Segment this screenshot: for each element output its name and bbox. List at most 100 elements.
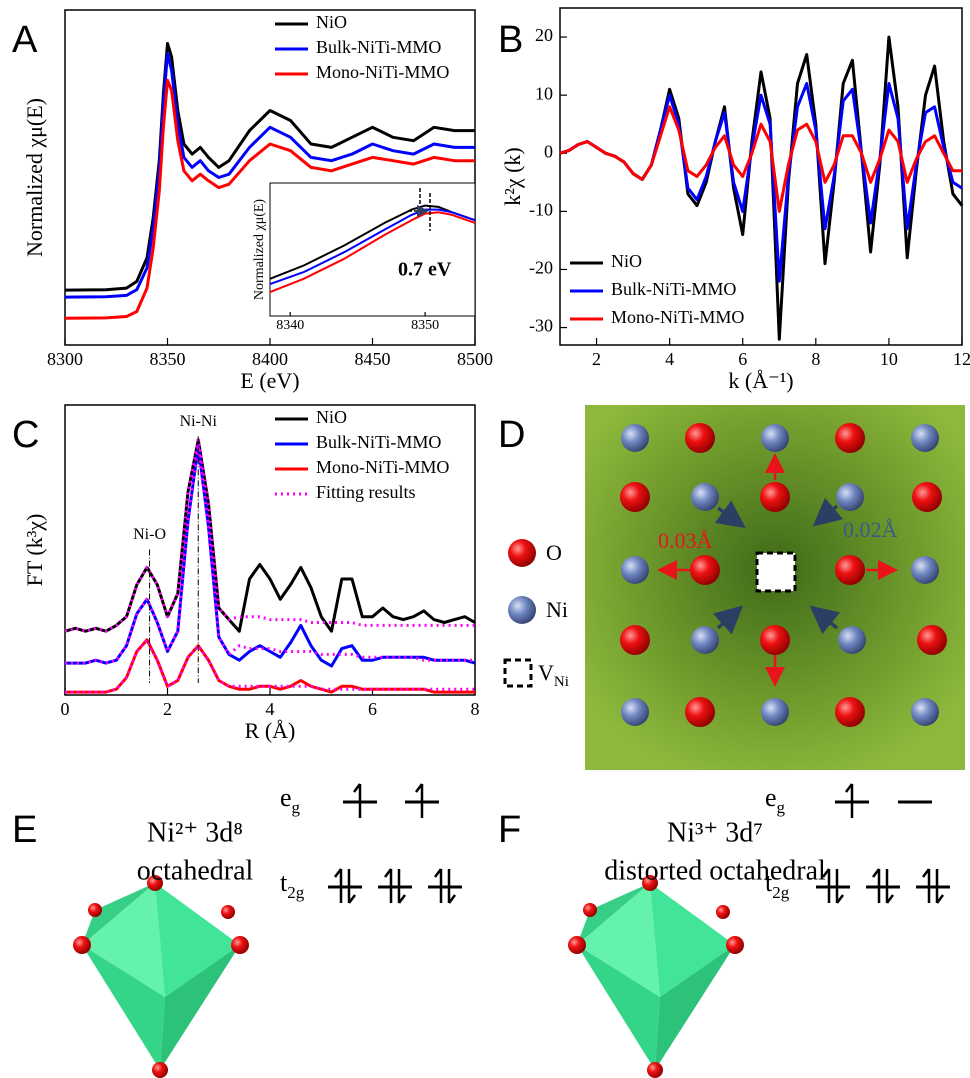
orbital-slot: [328, 868, 362, 904]
spin-up: [434, 868, 443, 903]
displacement-label: 0.03Å: [658, 528, 713, 553]
peak-label: Ni-O: [133, 526, 166, 543]
oxygen-atom: [760, 482, 790, 512]
spin-up: [922, 868, 931, 903]
x-tick-label: 8400: [252, 349, 288, 369]
legend-subscript: Ni: [554, 674, 569, 690]
octahedron: [73, 875, 249, 1078]
legend-vacancy: [503, 658, 533, 688]
shift-arrow: [408, 188, 430, 231]
x-axis-title: R (Å): [245, 718, 296, 743]
panel-label: A: [12, 19, 38, 61]
orbital-slot: [816, 868, 850, 904]
inset-annotation: 0.7 eV: [398, 259, 452, 281]
level-symbol: e: [765, 783, 777, 812]
legend-label: NiO: [316, 407, 347, 427]
nickel-atom: [836, 483, 864, 511]
oxygen-atom: [620, 482, 650, 512]
fit-line: [65, 638, 475, 694]
spin-down: [885, 869, 894, 904]
level-label: t2g: [765, 868, 790, 902]
nickel-atom: [621, 556, 649, 584]
nickel-atom: [761, 424, 789, 452]
y-axis-title: k²χ (k): [500, 147, 525, 206]
y-axis-title: Normalized χμ(E): [252, 199, 267, 301]
legend-symbol: V: [538, 660, 554, 685]
displacement-label: 0.02Å: [843, 517, 898, 542]
y-axis-title: Normalized χμ(E): [22, 98, 47, 257]
level-subscript: g: [777, 798, 786, 817]
level-label: eg: [280, 783, 301, 817]
level-symbol: t: [765, 868, 773, 897]
level-symbol: t: [280, 868, 288, 897]
level-label: t2g: [280, 868, 305, 902]
spin-down: [935, 869, 944, 904]
spin-up: [822, 868, 831, 903]
oxygen-atom: [835, 423, 865, 453]
spin-up: [384, 868, 393, 903]
x-tick-label: 8: [471, 699, 480, 719]
x-tick-label: 10: [880, 349, 898, 369]
x-tick-label: 8300: [47, 349, 83, 369]
orbital-slot: [343, 783, 377, 818]
fit-line: [65, 444, 475, 665]
x-tick-label: 2: [163, 699, 172, 719]
legend-label: Bulk-NiTi-MMO: [316, 37, 441, 57]
panel-label: E: [12, 809, 37, 851]
legend-label: Bulk-NiTi-MMO: [316, 432, 441, 452]
series-line: [65, 444, 476, 668]
distorted-octahedron: [568, 875, 744, 1078]
x-tick-label: 2: [592, 349, 601, 369]
series-line: [64, 42, 475, 292]
nickel-atom: [621, 424, 649, 452]
inset-frame: [269, 182, 476, 317]
oxygen-atom: [760, 625, 790, 655]
oxygen-atom: [690, 555, 720, 585]
level-label: eg: [765, 783, 786, 817]
orbital-title: Ni³⁺ 3d⁷: [667, 817, 763, 848]
nickel-atom: [761, 698, 789, 726]
spin-down: [835, 869, 844, 904]
legend-label: Bulk-NiTi-MMO: [611, 279, 736, 299]
x-tick-label: 8340: [276, 318, 304, 333]
legend-label: Mono-NiTi-MMO: [611, 307, 744, 327]
level-subscript: g: [292, 798, 301, 817]
y-tick-label: -30: [529, 316, 553, 336]
x-tick-label: 8500: [457, 349, 493, 369]
legend-nickel: [508, 596, 536, 624]
geometry-label: distorted octahedral: [604, 855, 826, 886]
lattice-panel: O Ni VNi 0.03Å 0.02Å: [503, 405, 965, 770]
legend-label: Mono-NiTi-MMO: [316, 62, 449, 82]
oxygen-atom: [917, 625, 947, 655]
x-tick-label: 4: [665, 349, 674, 369]
orbital-slot: [866, 868, 900, 904]
displacement-arrows: [657, 453, 898, 687]
nickel-atom: [838, 626, 866, 654]
vacancy: [755, 551, 797, 593]
spin-up: [845, 783, 854, 818]
series-line: [64, 52, 475, 299]
nickel-atom: [691, 483, 719, 511]
x-axis-title: E (eV): [240, 368, 299, 393]
x-tick-label: 8350: [150, 349, 186, 369]
y-tick-label: -10: [529, 199, 553, 219]
orbital-slot: [428, 868, 462, 904]
oxygen-atom: [835, 555, 865, 585]
series-line: [269, 208, 476, 286]
nickel-atom: [691, 626, 719, 654]
x-tick-label: 8: [811, 349, 820, 369]
x-tick-label: 6: [738, 349, 747, 369]
oxygen-atom: [620, 625, 650, 655]
x-tick-label: 6: [368, 699, 377, 719]
panel-label: F: [498, 809, 521, 851]
x-tick-label: 12: [953, 349, 970, 369]
legend-label: NiO: [611, 251, 642, 271]
y-tick-label: -20: [529, 258, 553, 278]
legend-label: Mono-NiTi-MMO: [316, 457, 449, 477]
geometry-label: octahedral: [137, 855, 254, 886]
series-line: [64, 78, 475, 320]
orbital-slot: [916, 868, 950, 904]
orbital-slot: [835, 783, 869, 818]
